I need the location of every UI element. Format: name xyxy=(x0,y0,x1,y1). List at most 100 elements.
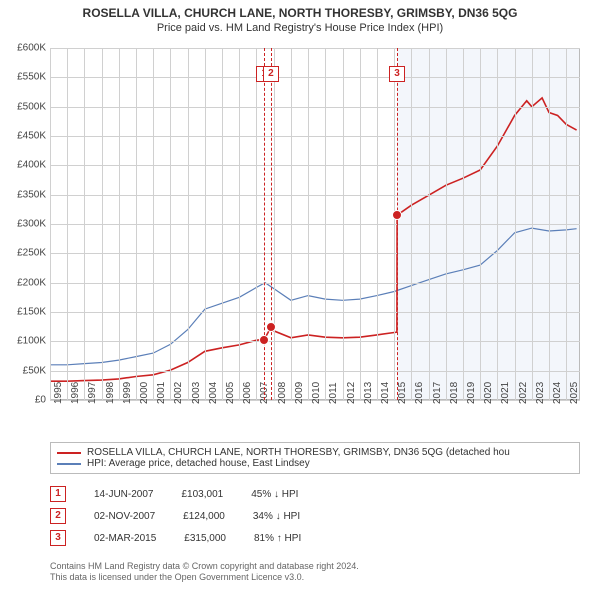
title-main: ROSELLA VILLA, CHURCH LANE, NORTH THORES… xyxy=(0,6,600,20)
x-tick-label: 2013 xyxy=(363,382,374,404)
x-tick-label: 2000 xyxy=(139,382,150,404)
sale-vline xyxy=(264,48,265,400)
gridline-h xyxy=(50,107,580,108)
sale-badge-marker: 2 xyxy=(263,66,279,82)
attribution-line: Contains HM Land Registry data © Crown c… xyxy=(50,561,580,573)
x-tick-label: 2008 xyxy=(277,382,288,404)
y-tick-label: £450K xyxy=(2,131,46,142)
chart-container: ROSELLA VILLA, CHURCH LANE, NORTH THORES… xyxy=(0,0,600,590)
gridline-h xyxy=(50,165,580,166)
y-tick-label: £250K xyxy=(2,248,46,259)
sale-dot xyxy=(259,335,269,345)
y-tick-label: £50K xyxy=(2,365,46,376)
sales-row: 1 14-JUN-2007 £103,001 45% ↓ HPI xyxy=(50,486,580,502)
gridline-v xyxy=(394,48,395,400)
legend-row: HPI: Average price, detached house, East… xyxy=(57,458,573,469)
x-tick-label: 2003 xyxy=(191,382,202,404)
gridline-v xyxy=(274,48,275,400)
gridline-v xyxy=(136,48,137,400)
gridline-v xyxy=(222,48,223,400)
x-tick-label: 2020 xyxy=(483,382,494,404)
x-tick-label: 2017 xyxy=(432,382,443,404)
sale-price: £124,000 xyxy=(183,511,225,522)
gridline-v xyxy=(170,48,171,400)
gridline-v xyxy=(377,48,378,400)
sale-date: 14-JUN-2007 xyxy=(94,489,153,500)
legend-row: ROSELLA VILLA, CHURCH LANE, NORTH THORES… xyxy=(57,447,573,458)
gridline-v xyxy=(84,48,85,400)
gridline-v xyxy=(549,48,550,400)
x-tick-label: 2004 xyxy=(208,382,219,404)
sale-price: £315,000 xyxy=(184,533,226,544)
x-tick-label: 1997 xyxy=(87,382,98,404)
x-tick-label: 2010 xyxy=(311,382,322,404)
x-tick-label: 2006 xyxy=(242,382,253,404)
x-tick-label: 2014 xyxy=(380,382,391,404)
sale-price: £103,001 xyxy=(181,489,223,500)
x-tick-label: 2024 xyxy=(552,382,563,404)
y-tick-label: £400K xyxy=(2,160,46,171)
x-tick-label: 2011 xyxy=(328,382,339,404)
sale-dot xyxy=(266,322,276,332)
y-tick-label: £300K xyxy=(2,219,46,230)
gridline-v xyxy=(566,48,567,400)
x-tick-label: 2012 xyxy=(346,382,357,404)
gridline-v xyxy=(532,48,533,400)
x-tick-label: 1996 xyxy=(70,382,81,404)
gridline-h xyxy=(50,341,580,342)
legend: ROSELLA VILLA, CHURCH LANE, NORTH THORES… xyxy=(50,442,580,474)
x-tick-label: 2019 xyxy=(466,382,477,404)
chart-area: £0£50K£100K£150K£200K£250K£300K£350K£400… xyxy=(50,48,580,400)
sales-row: 2 02-NOV-2007 £124,000 34% ↓ HPI xyxy=(50,508,580,524)
title-block: ROSELLA VILLA, CHURCH LANE, NORTH THORES… xyxy=(0,0,600,34)
sale-badge: 3 xyxy=(50,530,66,546)
x-tick-label: 2001 xyxy=(156,382,167,404)
y-tick-label: £100K xyxy=(2,336,46,347)
sale-date: 02-MAR-2015 xyxy=(94,533,156,544)
gridline-h xyxy=(50,77,580,78)
gridline-v xyxy=(480,48,481,400)
x-tick-label: 2009 xyxy=(294,382,305,404)
gridline-h xyxy=(50,312,580,313)
sale-delta: 34% ↓ HPI xyxy=(253,511,300,522)
x-tick-label: 2015 xyxy=(397,382,408,404)
gridline-v xyxy=(153,48,154,400)
sale-vline xyxy=(397,48,398,400)
gridline-v xyxy=(119,48,120,400)
sales-table: 1 14-JUN-2007 £103,001 45% ↓ HPI 2 02-NO… xyxy=(50,486,580,552)
gridline-v xyxy=(50,48,51,400)
gridline-v xyxy=(429,48,430,400)
sale-delta: 81% ↑ HPI xyxy=(254,533,301,544)
y-tick-label: £550K xyxy=(2,72,46,83)
gridline-v xyxy=(411,48,412,400)
title-sub: Price paid vs. HM Land Registry's House … xyxy=(0,22,600,34)
gridline-v xyxy=(343,48,344,400)
gridline-v xyxy=(515,48,516,400)
x-tick-label: 1999 xyxy=(122,382,133,404)
legend-swatch xyxy=(57,452,81,454)
x-tick-label: 2016 xyxy=(414,382,425,404)
sale-dot xyxy=(392,210,402,220)
gridline-v xyxy=(205,48,206,400)
y-tick-label: £0 xyxy=(2,395,46,406)
x-tick-label: 2022 xyxy=(518,382,529,404)
gridline-v xyxy=(463,48,464,400)
gridline-v xyxy=(360,48,361,400)
legend-label: ROSELLA VILLA, CHURCH LANE, NORTH THORES… xyxy=(87,447,510,458)
x-tick-label: 2005 xyxy=(225,382,236,404)
y-tick-label: £500K xyxy=(2,101,46,112)
gridline-h xyxy=(50,136,580,137)
gridline-h xyxy=(50,371,580,372)
gridline-h xyxy=(50,48,580,49)
x-tick-label: 2025 xyxy=(569,382,580,404)
gridline-v xyxy=(325,48,326,400)
gridline-h xyxy=(50,283,580,284)
sale-badge-marker: 3 xyxy=(389,66,405,82)
gridline-h xyxy=(50,224,580,225)
x-tick-label: 1995 xyxy=(53,382,64,404)
gridline-v xyxy=(67,48,68,400)
gridline-h xyxy=(50,253,580,254)
gridline-h xyxy=(50,195,580,196)
gridline-v xyxy=(497,48,498,400)
gridline-v xyxy=(291,48,292,400)
